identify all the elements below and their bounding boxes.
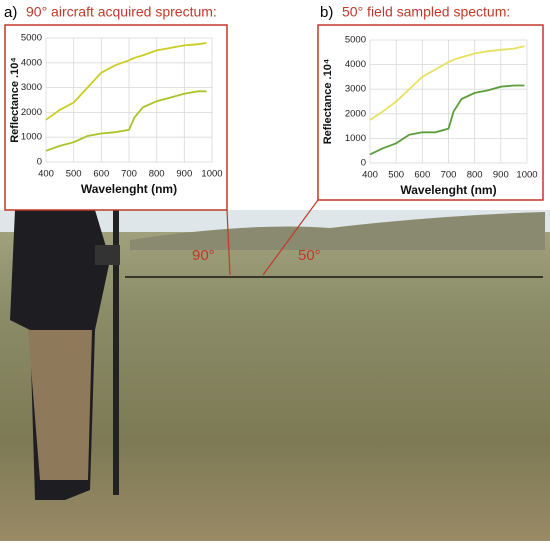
- x-tick-label: 500: [388, 170, 404, 181]
- x-tick-label: 800: [149, 169, 165, 180]
- x-tick-label: 800: [467, 170, 483, 181]
- x-tick-label: 600: [414, 170, 430, 181]
- x-tick-label: 1000: [516, 170, 537, 181]
- x-tick-label: 1000: [201, 169, 222, 180]
- x-tick-label: 600: [93, 169, 109, 180]
- view-line: [226, 209, 231, 276]
- y-tick-label: 4000: [345, 59, 366, 70]
- series-line: [369, 84, 525, 156]
- dunes: [130, 212, 545, 250]
- angle-label: 50°: [298, 247, 321, 264]
- photo: 90° 50°: [0, 199, 550, 541]
- y-tick-label: 3000: [21, 82, 42, 93]
- y-tick-label: 2000: [345, 108, 366, 119]
- y-axis-label: Reflectance .10⁴: [322, 59, 334, 145]
- x-axis-label: Wavelenght (nm): [81, 182, 177, 196]
- y-tick-label: 5000: [21, 33, 42, 44]
- panel-label: a): [4, 4, 17, 21]
- y-tick-label: 3000: [345, 84, 366, 95]
- y-axis-label: Reflectance .10⁴: [9, 57, 21, 143]
- y-tick-label: 1000: [345, 133, 366, 144]
- x-tick-label: 500: [66, 169, 82, 180]
- x-tick-label: 900: [493, 170, 509, 181]
- chart-title: 90° aircraft acquired sprectum:: [26, 4, 217, 20]
- panel-label: b): [320, 4, 333, 21]
- series-line: [45, 90, 207, 152]
- chart-frame: [317, 24, 544, 201]
- view-line: [262, 199, 319, 276]
- chart-frame: [4, 24, 228, 211]
- angle-label: 90°: [192, 247, 215, 264]
- x-tick-label: 700: [121, 169, 137, 180]
- x-tick-label: 700: [441, 170, 457, 181]
- device: [95, 245, 120, 265]
- y-tick-label: 0: [37, 157, 42, 168]
- y-tick-label: 5000: [345, 35, 366, 46]
- x-axis-label: Wavelenght (nm): [400, 183, 496, 197]
- x-tick-label: 400: [38, 169, 54, 180]
- trousers: [28, 330, 92, 480]
- y-tick-label: 2000: [21, 107, 42, 118]
- pole: [113, 210, 119, 495]
- y-tick-label: 4000: [21, 57, 42, 68]
- y-tick-label: 1000: [21, 132, 42, 143]
- x-tick-label: 400: [362, 170, 378, 181]
- chart-title: 50° field sampled spectum:: [342, 4, 510, 20]
- series-line: [45, 42, 207, 121]
- x-tick-label: 900: [176, 169, 192, 180]
- series-line: [369, 45, 525, 121]
- y-tick-label: 0: [361, 158, 366, 169]
